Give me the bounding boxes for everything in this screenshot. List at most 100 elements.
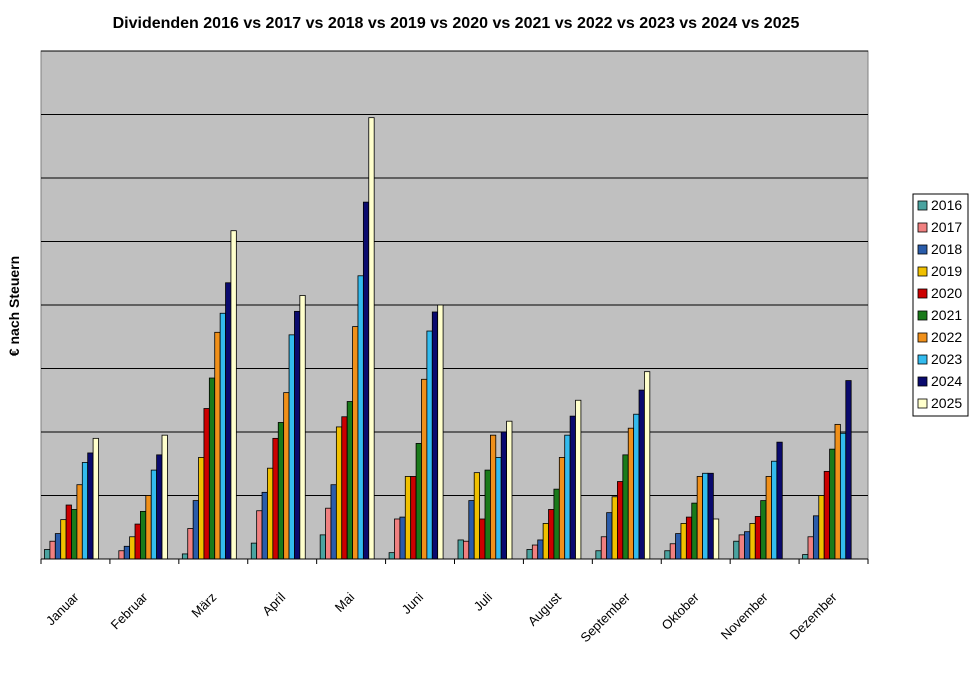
bar-2021-september [622, 454, 629, 560]
bar-2017-märz [187, 528, 194, 560]
bar-2019-februar [129, 536, 136, 560]
bar-2021-juli [484, 469, 491, 560]
bar-2020-juli [479, 518, 486, 560]
legend-swatch-2023 [917, 354, 928, 365]
bar-2024-dezember [845, 380, 852, 560]
bar-2017-januar [49, 540, 56, 560]
bar-2021-april [277, 422, 285, 560]
x-tick-label: Mai [332, 589, 357, 614]
bar-2018-oktober [675, 533, 682, 560]
bar-2017-februar [118, 550, 125, 560]
bar-2019-januar [60, 519, 67, 560]
legend-swatch-2025 [917, 398, 928, 409]
bar-2022-februar [145, 495, 152, 560]
bar-2018-august [537, 539, 544, 560]
bar-2023-april [288, 334, 295, 560]
bar-2018-april [261, 491, 268, 560]
bar-2016-märz [181, 553, 189, 560]
x-tick-label: Februar [108, 589, 151, 632]
legend-swatch-2019 [917, 266, 928, 277]
bar-2021-januar [71, 509, 78, 560]
bar-2024-mai [362, 201, 370, 560]
legend-label-2022: 2022 [931, 329, 962, 345]
bar-2016-juni [388, 552, 395, 560]
bar-2016-oktober [664, 550, 671, 560]
bar-2023-mai [357, 275, 364, 560]
bar-2020-oktober [685, 516, 693, 560]
bar-2016-dezember [802, 554, 809, 560]
bar-2023-oktober [702, 472, 709, 560]
legend-label-2017: 2017 [931, 219, 962, 235]
legend-label-2019: 2019 [931, 263, 962, 279]
legend-label-2025: 2025 [931, 395, 962, 411]
bar-2024-juni [431, 311, 439, 560]
bar-2019-august [542, 523, 549, 560]
bar-2016-januar [44, 549, 51, 560]
bar-2023-dezember [839, 432, 847, 560]
legend-label-2018: 2018 [931, 241, 962, 257]
legend-swatch-2022 [917, 332, 928, 343]
bar-2025-mai [368, 117, 375, 560]
bar-2023-august [564, 434, 571, 560]
bar-2022-januar [76, 484, 83, 560]
plot-area [40, 50, 869, 564]
bar-2022-august [558, 456, 566, 560]
bar-2024-november [776, 441, 783, 560]
bar-2020-november [754, 516, 762, 560]
bar-2023-juli [495, 456, 502, 560]
bar-2023-juni [426, 330, 433, 560]
chart-title: Dividenden 2016 vs 2017 vs 2018 vs 2019 … [113, 15, 800, 32]
x-tick-label: November [718, 589, 771, 642]
bar-2018-februar [123, 545, 131, 560]
bar-2019-juni [404, 476, 412, 560]
legend-label-2021: 2021 [931, 307, 962, 323]
bar-2020-märz [203, 408, 210, 560]
bar-2021-juni [415, 443, 422, 560]
bar-2016-juli [457, 539, 464, 560]
bar-2023-september [633, 413, 640, 560]
legend-swatch-2018 [917, 244, 928, 255]
bar-2019-juli [473, 472, 481, 560]
bar-2023-märz [219, 312, 226, 560]
bar-2022-mai [352, 326, 359, 560]
x-tick-label: Juni [399, 589, 427, 617]
bar-2018-september [606, 512, 613, 560]
x-tick-label: September [577, 589, 633, 645]
bar-2025-september [644, 371, 651, 560]
bar-2020-dezember [823, 470, 830, 560]
legend-swatch-2021 [917, 310, 928, 321]
bar-2025-august [575, 399, 582, 560]
bar-2022-november [765, 476, 772, 560]
bar-2019-märz [198, 456, 205, 560]
bar-2022-juni [421, 378, 428, 560]
bar-2020-mai [341, 416, 348, 560]
bar-2018-märz [192, 500, 199, 560]
bar-2019-dezember [818, 495, 825, 560]
x-tick-label: April [259, 589, 288, 618]
bar-2019-oktober [680, 523, 687, 560]
bar-2022-april [283, 392, 290, 560]
bar-2017-august [531, 544, 539, 560]
bar-2018-juni [399, 516, 406, 560]
bar-2019-september [611, 496, 618, 560]
bar-2017-november [738, 534, 745, 560]
bar-2018-januar [54, 533, 62, 560]
legend-swatch-2017 [917, 222, 928, 233]
x-tick-label: Januar [43, 589, 82, 628]
bar-2024-april [294, 310, 301, 560]
bar-2020-september [617, 481, 624, 560]
y-axis-label: € nach Steuern [6, 256, 22, 356]
bar-2016-august [526, 549, 533, 560]
bar-2021-märz [208, 377, 216, 560]
bar-2021-februar [140, 510, 147, 560]
bar-2017-april [256, 510, 263, 560]
bar-2018-mai [330, 484, 337, 560]
bar-2025-juli [506, 420, 513, 560]
bar-2020-august [548, 509, 555, 560]
bar-2023-januar [81, 462, 89, 560]
bar-2021-oktober [691, 502, 698, 560]
bar-2018-november [744, 531, 751, 560]
x-tick-label: August [525, 589, 564, 628]
bar-2022-september [627, 427, 635, 560]
